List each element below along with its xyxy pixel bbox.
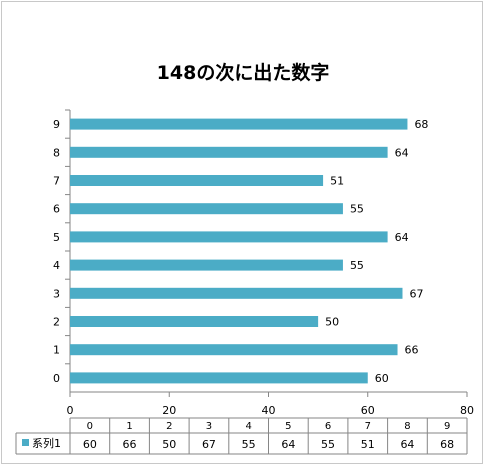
x-tick-label: 0: [67, 404, 74, 417]
data-table-header: 2: [166, 421, 172, 432]
data-table-header: 9: [444, 421, 450, 432]
bar: [70, 231, 388, 243]
data-table-value: 55: [321, 438, 335, 451]
data-table-header: 0: [87, 421, 93, 432]
data-table-value: 66: [123, 438, 137, 451]
legend-label: 系列1: [32, 436, 61, 450]
bar: [70, 287, 403, 299]
bar: [70, 203, 343, 215]
data-label: 66: [405, 344, 419, 357]
data-table-value: 64: [400, 438, 414, 451]
data-table-header: 3: [206, 421, 212, 432]
data-table-value: 64: [281, 438, 295, 451]
data-table-header: 4: [245, 421, 251, 432]
y-tick-label: 5: [53, 231, 60, 244]
bar: [70, 259, 343, 271]
data-label: 51: [330, 175, 344, 188]
data-label: 64: [395, 231, 409, 244]
data-table-value: 55: [242, 438, 256, 451]
x-tick-label: 40: [262, 404, 276, 417]
data-label: 64: [395, 146, 409, 159]
x-tick-label: 20: [162, 404, 176, 417]
bar: [70, 344, 398, 356]
data-table-value: 67: [202, 438, 216, 451]
data-table-header: 8: [404, 421, 410, 432]
y-tick-label: 9: [53, 118, 60, 131]
y-tick-label: 1: [53, 344, 60, 357]
data-label: 68: [414, 118, 428, 131]
bar: [70, 372, 368, 384]
legend-key: [22, 439, 29, 446]
data-table-header: 5: [285, 421, 291, 432]
data-label: 67: [409, 287, 423, 300]
data-table-value: 50: [162, 438, 176, 451]
data-table-header: 7: [365, 421, 371, 432]
data-table-value: 68: [440, 438, 454, 451]
data-table-header: 1: [126, 421, 132, 432]
y-tick-label: 4: [53, 259, 60, 272]
y-tick-label: 8: [53, 146, 60, 159]
bar: [70, 316, 319, 327]
data-table-value: 51: [361, 438, 375, 451]
bar: [70, 175, 324, 186]
y-tick-label: 7: [53, 175, 60, 188]
data-label: 50: [325, 316, 339, 329]
data-label: 55: [350, 203, 364, 216]
y-tick-label: 6: [53, 203, 60, 216]
bar: [70, 118, 408, 130]
y-tick-label: 0: [53, 372, 60, 385]
chart-title: 148の次に出た数字: [156, 62, 330, 84]
y-tick-label: 3: [53, 287, 60, 300]
x-tick-label: 60: [361, 404, 375, 417]
data-label: 60: [375, 372, 389, 385]
data-table-value: 60: [83, 438, 97, 451]
bar: [70, 146, 388, 158]
data-table-header: 6: [325, 421, 331, 432]
y-tick-label: 2: [53, 316, 60, 329]
data-label: 55: [350, 259, 364, 272]
x-tick-label: 80: [460, 404, 474, 417]
